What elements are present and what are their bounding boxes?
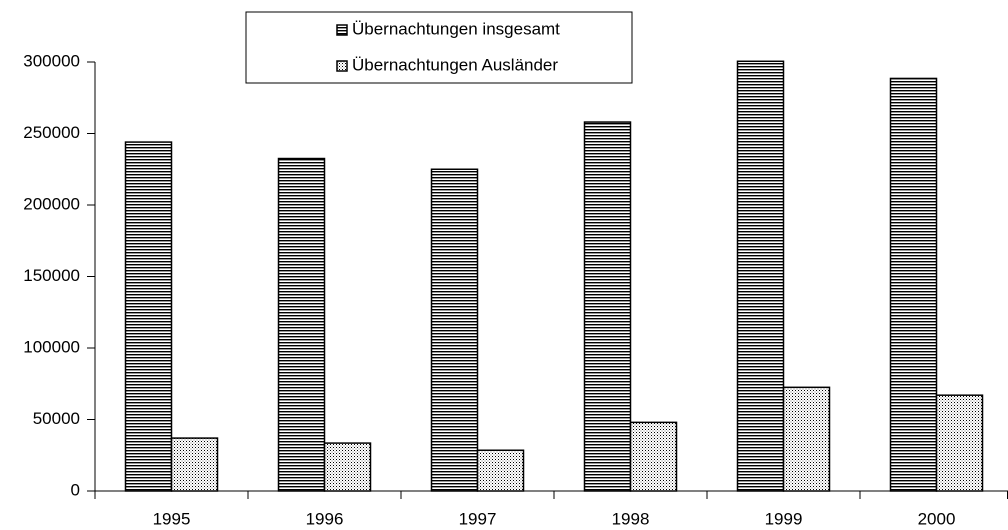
- bar: [583, 121, 632, 492]
- legend-label: Übernachtungen insgesamt: [352, 19, 560, 38]
- legend-marker: [336, 24, 348, 36]
- y-tick-label: 200000: [23, 194, 80, 213]
- y-tick-label: 150000: [23, 266, 80, 285]
- bar: [124, 141, 173, 492]
- bar: [782, 386, 831, 492]
- y-tick-label: 100000: [23, 337, 80, 356]
- x-tick-label: 1998: [612, 509, 650, 528]
- bar: [935, 394, 984, 492]
- x-tick-label: 1996: [306, 509, 344, 528]
- y-tick-label: 0: [71, 480, 80, 499]
- x-tick-label: 1995: [153, 509, 191, 528]
- legend-marker: [336, 60, 348, 72]
- bar: [323, 442, 372, 492]
- bar: [736, 60, 785, 492]
- bar: [476, 449, 525, 492]
- x-tick-label: 2000: [918, 509, 956, 528]
- bar: [430, 168, 479, 492]
- bar: [889, 77, 938, 492]
- y-tick-label: 50000: [33, 409, 80, 428]
- x-tick-label: 1999: [765, 509, 803, 528]
- bar: [277, 157, 326, 492]
- legend-box: [245, 11, 633, 84]
- legend-label: Übernachtungen Ausländer: [352, 55, 558, 74]
- bar: [629, 421, 678, 492]
- bar: [170, 437, 219, 492]
- y-tick-label: 300000: [23, 51, 80, 70]
- y-tick-label: 250000: [23, 123, 80, 142]
- x-tick-label: 1997: [459, 509, 497, 528]
